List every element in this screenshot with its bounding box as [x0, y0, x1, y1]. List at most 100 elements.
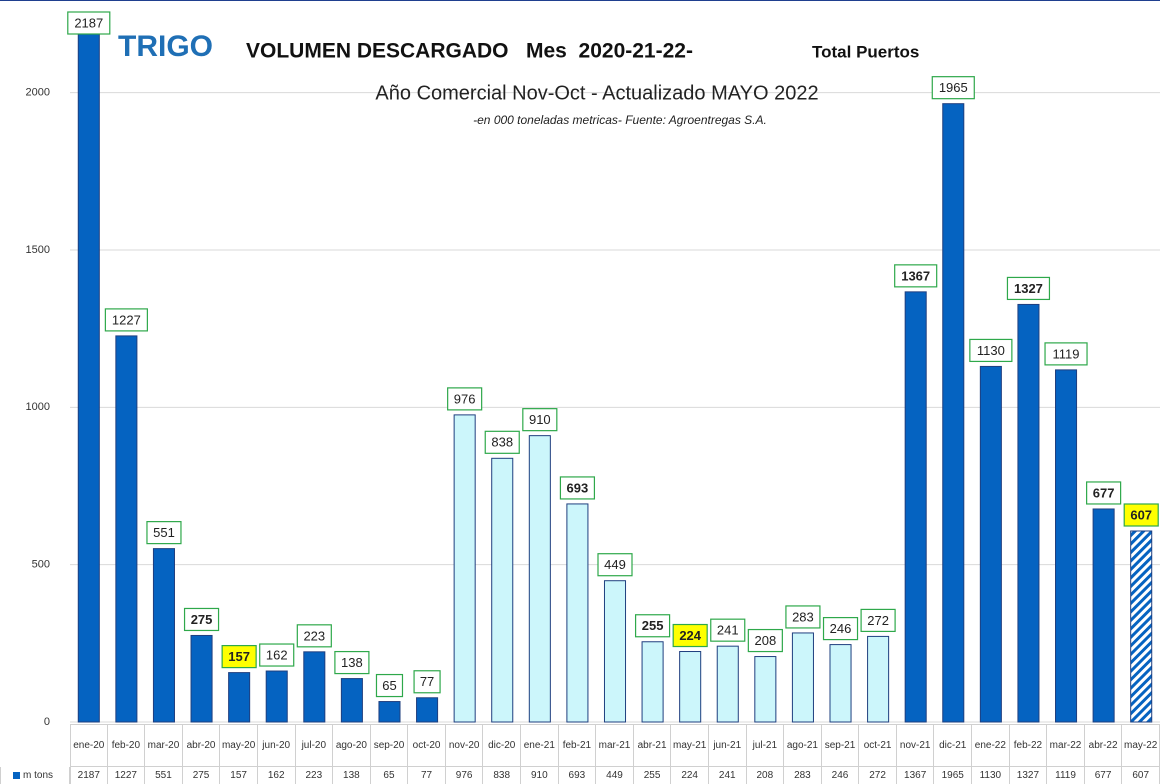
data-label: 224	[679, 628, 701, 643]
table-value: 208	[747, 767, 785, 784]
x-tick-label: nov-21	[896, 724, 935, 767]
bar	[679, 651, 702, 723]
x-tick-label: sep-21	[821, 724, 860, 767]
bar	[829, 644, 852, 723]
bar	[190, 634, 213, 723]
data-label-box	[597, 553, 633, 577]
data-label-box	[785, 605, 821, 629]
table-value: 2187	[70, 767, 108, 784]
x-tick-label: jun-20	[257, 724, 296, 767]
data-label-box	[1123, 503, 1159, 527]
x-tick-label: abr-21	[633, 724, 672, 767]
x-tick-label: feb-20	[107, 724, 146, 767]
data-label-box	[259, 643, 295, 667]
table-value: 224	[671, 767, 709, 784]
data-label: 449	[604, 557, 626, 572]
data-label-box	[1006, 276, 1051, 301]
bar	[904, 291, 927, 723]
table-value: 1119	[1047, 767, 1085, 784]
data-label: 1327	[1014, 281, 1043, 296]
data-label: 910	[529, 412, 551, 427]
data-label: 162	[266, 647, 288, 662]
table-value: 223	[296, 767, 334, 784]
data-label: 138	[341, 655, 363, 670]
x-tick-label: abr-22	[1084, 724, 1123, 767]
x-tick-label: jun-21	[708, 724, 747, 767]
table-value: 65	[371, 767, 409, 784]
data-label: 2187	[74, 15, 103, 30]
x-tick-label: sep-20	[370, 724, 409, 767]
table-value: 1130	[972, 767, 1010, 784]
data-label-box	[1044, 342, 1088, 366]
data-label-box	[104, 308, 148, 332]
table-value: 1327	[1010, 767, 1048, 784]
x-tick-label: jul-21	[746, 724, 785, 767]
bar	[791, 632, 814, 723]
data-label-box	[931, 76, 975, 100]
bar	[77, 33, 100, 723]
y-tick-label: 1500	[26, 244, 50, 256]
x-tick-label: ene-20	[70, 724, 108, 767]
x-tick-label: feb-22	[1009, 724, 1048, 767]
x-tick-label: oct-20	[408, 724, 446, 767]
table-value: 283	[784, 767, 822, 784]
table-value: 551	[145, 767, 183, 784]
data-label-box	[634, 614, 671, 638]
x-tick-label: mar-22	[1047, 724, 1085, 767]
data-label-box	[146, 521, 182, 545]
x-tick-label: may-22	[1122, 724, 1160, 767]
note: -en 000 toneladas metricas- Fuente: Agro…	[473, 113, 767, 127]
data-label-box	[822, 616, 859, 641]
data-label: 693	[567, 480, 589, 495]
bar	[1017, 303, 1040, 723]
data-label: 677	[1093, 485, 1115, 500]
data-label-box	[484, 430, 520, 454]
bar	[416, 697, 439, 723]
table-value: 138	[333, 767, 371, 784]
data-label-box	[183, 607, 220, 632]
data-label: 157	[228, 649, 250, 664]
x-tick-label: jul-20	[295, 724, 334, 767]
data-label-box	[447, 387, 483, 411]
x-tick-label: ago-21	[784, 724, 822, 767]
data-label-box	[67, 11, 111, 35]
bar	[641, 641, 664, 723]
data-label-box	[413, 670, 441, 694]
bar	[754, 656, 777, 723]
data-label-box	[334, 650, 370, 675]
bar	[1092, 508, 1115, 723]
table-value: 272	[859, 767, 897, 784]
data-label: 1130	[977, 343, 1005, 358]
bar	[1130, 530, 1153, 723]
chart-title: TRIGO	[118, 30, 213, 63]
chart-title: VOLUMEN DESCARGADO Mes 2020-21-22-	[246, 40, 693, 63]
data-label-box	[296, 624, 332, 648]
data-label: 208	[754, 633, 776, 648]
data-label-box	[1086, 481, 1122, 505]
data-label: 65	[382, 678, 396, 693]
table-value: 693	[559, 767, 597, 784]
bar	[566, 503, 589, 723]
bar	[340, 678, 363, 723]
table-value: 162	[258, 767, 296, 784]
y-tick-label: 500	[32, 559, 50, 571]
bar	[716, 645, 739, 723]
data-label: 275	[191, 612, 213, 627]
x-tick-label: feb-21	[558, 724, 597, 767]
data-label-box	[969, 338, 1013, 363]
x-tick-label: may-21	[671, 724, 709, 767]
table-value: 910	[521, 767, 559, 784]
data-label-box	[747, 628, 783, 653]
x-tick-label: mar-20	[145, 724, 183, 767]
x-tick-label: abr-20	[182, 724, 221, 767]
x-tick-label: may-20	[220, 724, 258, 767]
bar	[378, 701, 401, 723]
bar	[1055, 369, 1078, 723]
y-tick-label: 0	[44, 716, 50, 728]
bar	[453, 414, 476, 723]
table-value: 77	[408, 767, 446, 784]
table-value: 976	[446, 767, 484, 784]
data-label-box	[894, 264, 938, 288]
x-tick-label: ene-22	[972, 724, 1010, 767]
